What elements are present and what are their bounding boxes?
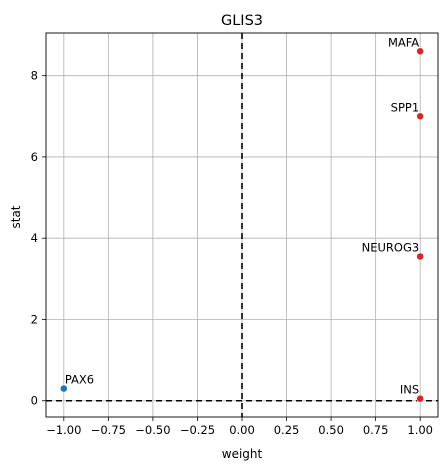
y-tick-label: 4 xyxy=(31,231,38,245)
chart-title: GLIS3 xyxy=(221,13,263,29)
x-tick-label: 0.50 xyxy=(318,423,344,437)
x-axis-label: weight xyxy=(222,447,263,461)
y-tick-label: 8 xyxy=(31,69,38,83)
y-tick-label: 0 xyxy=(31,394,38,408)
data-point-label: MAFA xyxy=(388,35,419,49)
data-point-label: INS xyxy=(400,383,419,397)
data-point-label: NEUROG3 xyxy=(362,240,420,254)
y-tick-label: 6 xyxy=(31,150,38,164)
x-tick-label: −0.50 xyxy=(135,423,170,437)
x-tick-label: −0.25 xyxy=(180,423,215,437)
x-tick-label: 0.00 xyxy=(229,423,255,437)
x-tick-label: −1.00 xyxy=(46,423,81,437)
x-tick-label: 1.00 xyxy=(407,423,433,437)
x-tick-label: 0.75 xyxy=(363,423,389,437)
y-tick-label: 2 xyxy=(31,312,38,326)
y-axis-label: stat xyxy=(9,205,23,228)
data-point-label: SPP1 xyxy=(391,100,420,114)
x-tick-label: −0.75 xyxy=(91,423,126,437)
x-tick-label: 0.25 xyxy=(274,423,300,437)
data-point-label: PAX6 xyxy=(65,373,94,387)
